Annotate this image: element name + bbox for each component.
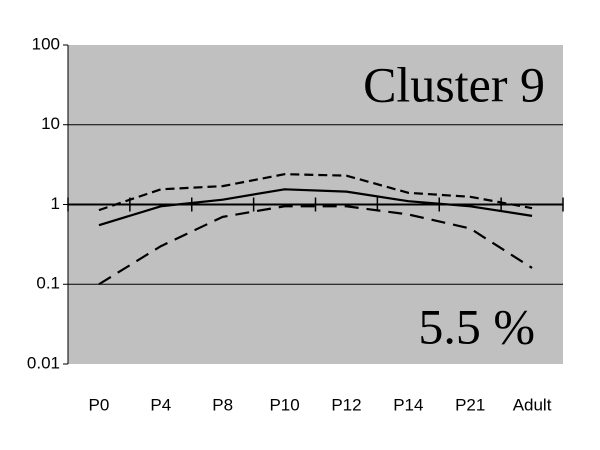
line xyxy=(98,173,533,212)
annotation: 5.5 % xyxy=(418,298,535,354)
x-tick-label: Adult xyxy=(513,395,552,414)
line xyxy=(98,188,533,227)
y-tick-label: 10 xyxy=(41,114,60,133)
y-tick-label: 0.1 xyxy=(36,274,60,293)
x-tick-label: P21 xyxy=(455,395,485,414)
x-tick-label: P10 xyxy=(269,395,299,414)
x-tick-label: P8 xyxy=(212,395,233,414)
x-tick-label: P4 xyxy=(150,395,171,414)
y-tick-label: 100 xyxy=(32,34,60,53)
annotation: Cluster 9 xyxy=(363,56,545,112)
x-tick-label: P0 xyxy=(89,395,110,414)
x-tick-label: P14 xyxy=(393,395,423,414)
y-tick-label: 1 xyxy=(51,194,60,213)
x-tick-label: P12 xyxy=(331,395,361,414)
y-tick-label: 0.01 xyxy=(27,353,60,372)
line xyxy=(98,205,533,286)
